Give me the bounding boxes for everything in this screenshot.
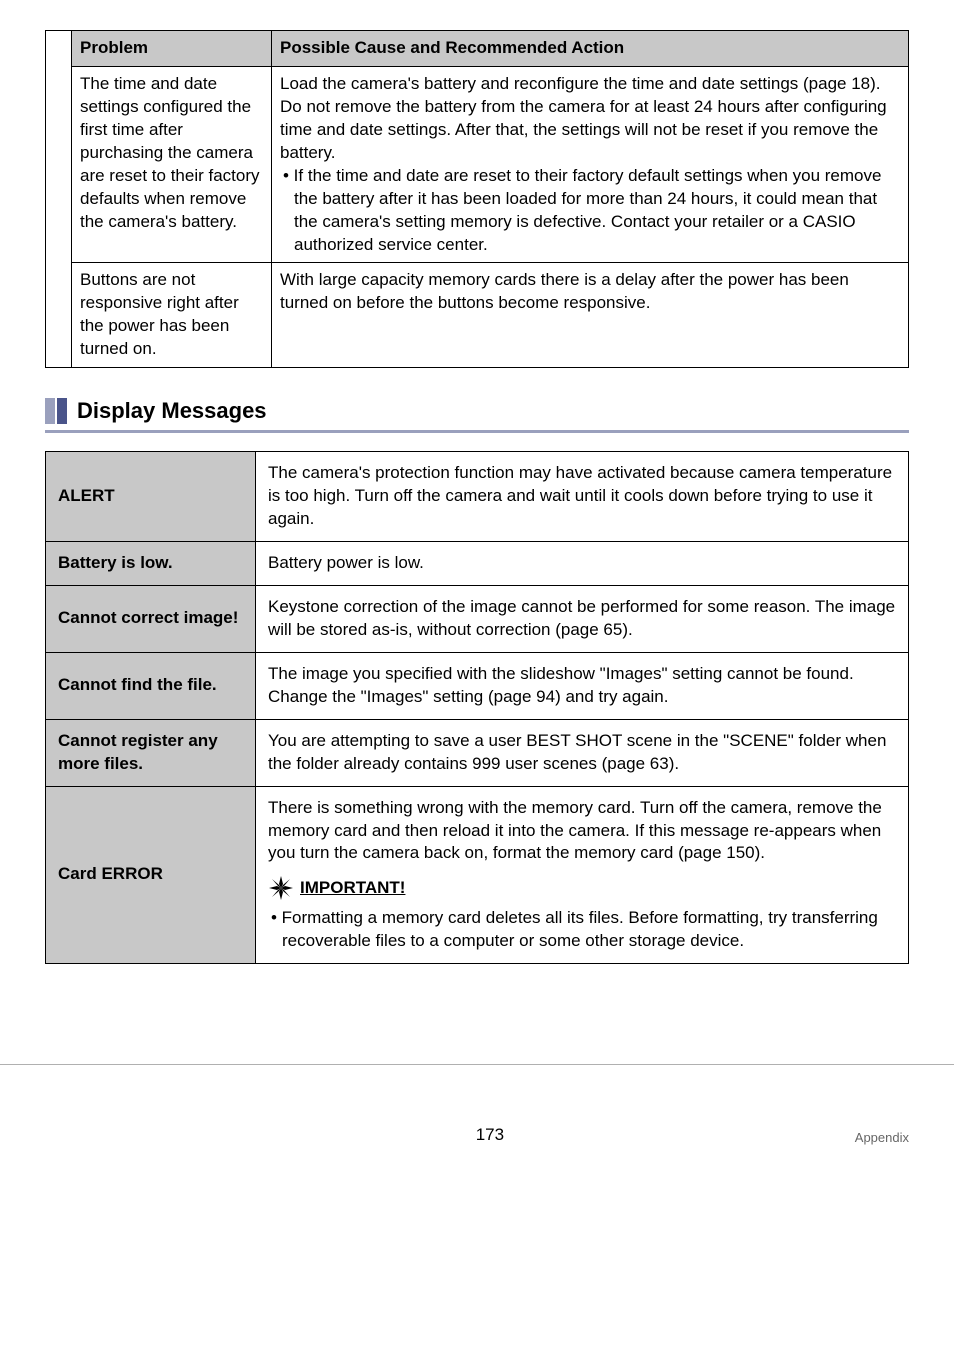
section-underline — [45, 430, 909, 433]
table-row: Buttons are not responsive right after t… — [46, 263, 909, 368]
col-header-problem: Problem — [72, 31, 272, 67]
action-main: Load the camera's battery and reconfigur… — [280, 73, 900, 165]
message-text: Battery power is low. — [256, 542, 909, 586]
message-label: ALERT — [46, 452, 256, 542]
message-text: There is something wrong with the memory… — [256, 786, 909, 964]
message-text: The image you specified with the slidesh… — [256, 652, 909, 719]
col-header-action: Possible Cause and Recommended Action — [272, 31, 909, 67]
action-cell: Load the camera's battery and reconfigur… — [272, 66, 909, 263]
card-error-bullet: • Formatting a memory card deletes all i… — [268, 907, 896, 953]
message-text: You are attempting to save a user BEST S… — [256, 719, 909, 786]
action-main: With large capacity memory cards there i… — [280, 269, 900, 315]
message-text: Keystone correction of the image cannot … — [256, 585, 909, 652]
card-error-main: There is something wrong with the memory… — [268, 797, 896, 866]
heading-bar-icon — [57, 398, 67, 424]
section-heading: Display Messages — [45, 398, 909, 424]
important-icon — [268, 875, 294, 901]
message-label: Cannot find the file. — [46, 652, 256, 719]
table-row: Cannot find the file. The image you spec… — [46, 652, 909, 719]
message-label: Cannot register any more files. — [46, 719, 256, 786]
troubleshooting-table: Problem Possible Cause and Recommended A… — [45, 30, 909, 368]
message-label: Battery is low. — [46, 542, 256, 586]
table-row: The time and date settings configured th… — [46, 66, 909, 263]
important-label: IMPORTANT! — [300, 877, 405, 900]
problem-cell: Buttons are not responsive right after t… — [72, 263, 272, 368]
heading-bar-icon — [45, 398, 55, 424]
message-text: The camera's protection function may hav… — [256, 452, 909, 542]
display-messages-table: ALERT The camera's protection function m… — [45, 451, 909, 964]
table-row: ALERT The camera's protection function m… — [46, 452, 909, 542]
important-callout: IMPORTANT! — [268, 875, 896, 901]
page-footer: 173 Appendix — [0, 1064, 954, 1165]
problem-cell: The time and date settings configured th… — [72, 66, 272, 263]
table-row: Battery is low. Battery power is low. — [46, 542, 909, 586]
page-number: 173 — [125, 1125, 855, 1145]
table-gutter — [46, 31, 72, 368]
action-cell: With large capacity memory cards there i… — [272, 263, 909, 368]
footer-section: Appendix — [855, 1130, 909, 1145]
section-title: Display Messages — [77, 398, 267, 424]
action-bullet: • If the time and date are reset to thei… — [280, 165, 900, 257]
message-label: Card ERROR — [46, 786, 256, 964]
table-row: Card ERROR There is something wrong with… — [46, 786, 909, 964]
message-label: Cannot correct image! — [46, 585, 256, 652]
table-row: Cannot register any more files. You are … — [46, 719, 909, 786]
table-row: Cannot correct image! Keystone correctio… — [46, 585, 909, 652]
